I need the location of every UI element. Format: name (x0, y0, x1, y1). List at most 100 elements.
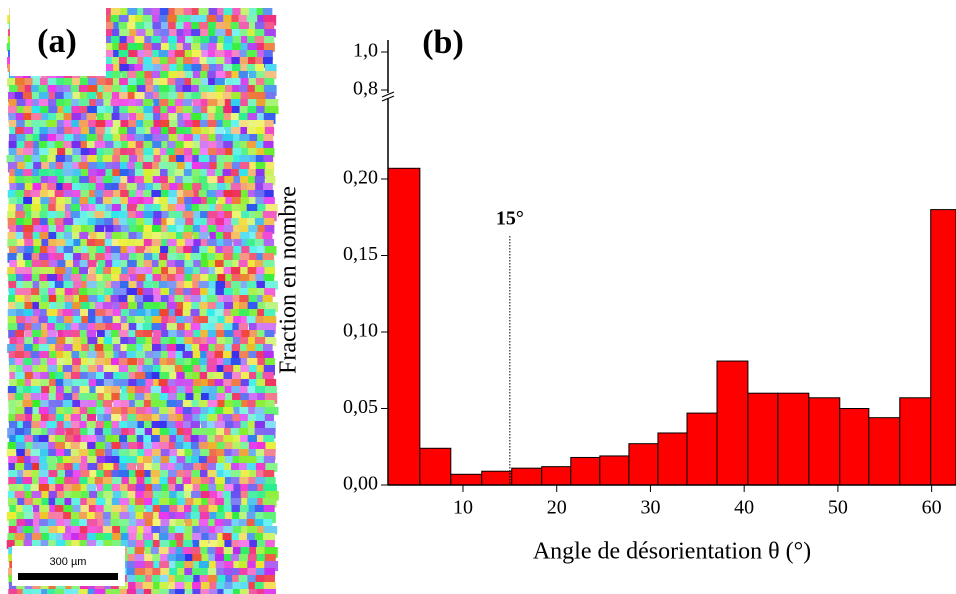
grain (175, 260, 185, 270)
grain (232, 43, 244, 52)
grain (223, 190, 238, 200)
grain (183, 533, 195, 543)
grain (207, 253, 217, 262)
grain (81, 456, 93, 467)
grain (265, 400, 275, 409)
grain (105, 225, 118, 235)
grain (192, 99, 204, 110)
grain (14, 288, 26, 297)
grain (240, 358, 251, 368)
grain (200, 71, 214, 81)
grain (207, 148, 219, 157)
grain (225, 456, 237, 467)
grain (71, 99, 82, 108)
grain (223, 288, 234, 298)
grain (263, 582, 276, 591)
grain (240, 470, 251, 481)
grain (239, 29, 252, 39)
grain (240, 64, 253, 74)
grain (47, 176, 62, 185)
grain (168, 8, 180, 19)
grain (39, 190, 52, 201)
grain (57, 260, 70, 270)
grain (56, 211, 70, 221)
grain (80, 148, 91, 159)
grain (88, 449, 98, 459)
grain (47, 274, 59, 285)
grain (48, 526, 58, 536)
grain (207, 470, 218, 481)
grain (126, 239, 139, 249)
grain (48, 393, 62, 402)
grain (144, 71, 155, 80)
grain (238, 540, 250, 550)
grain (16, 274, 27, 284)
grain (248, 92, 260, 102)
grain (230, 309, 244, 320)
grain (72, 358, 84, 368)
grain (232, 78, 246, 89)
grain (216, 162, 229, 173)
grain (201, 78, 214, 89)
grain (232, 162, 243, 172)
grain (215, 57, 229, 68)
grain (176, 456, 190, 466)
grain (103, 344, 117, 355)
grain (161, 491, 176, 501)
grain (121, 407, 132, 416)
grain (199, 225, 213, 236)
grain (134, 169, 147, 180)
grain (103, 470, 117, 481)
grain (223, 225, 236, 236)
grain (56, 127, 70, 138)
grain (48, 435, 61, 446)
grain (168, 428, 183, 437)
grain (143, 155, 157, 165)
grain (49, 197, 63, 208)
grain (70, 204, 81, 213)
grain (184, 148, 197, 158)
grain (256, 99, 266, 110)
grain (79, 477, 92, 488)
grain (15, 435, 28, 445)
grain (15, 232, 30, 243)
grain (169, 183, 181, 192)
grain (238, 456, 251, 465)
grain (216, 358, 228, 367)
grain (23, 106, 37, 115)
grain (40, 582, 50, 593)
grain (224, 428, 234, 438)
grain (22, 526, 35, 537)
grain (30, 379, 41, 389)
grain (54, 253, 68, 263)
grain (199, 344, 210, 353)
grain (151, 463, 164, 474)
grain (72, 309, 86, 320)
grain (182, 400, 197, 409)
grain (17, 162, 32, 171)
grain (224, 400, 235, 411)
grain (246, 281, 257, 292)
grain (47, 316, 61, 325)
grain (72, 169, 85, 180)
grain (152, 428, 164, 439)
grain (207, 358, 219, 368)
grain (105, 309, 115, 319)
grain (238, 260, 249, 271)
grain (223, 239, 233, 249)
grain (70, 456, 84, 465)
grain (168, 127, 179, 137)
grain (120, 162, 132, 171)
grain (31, 85, 43, 95)
grain (9, 337, 23, 346)
grain (88, 267, 101, 278)
grain (15, 442, 27, 453)
grain (240, 484, 254, 493)
grain (72, 78, 85, 88)
grain (80, 134, 92, 145)
grain (143, 295, 155, 304)
grain (111, 414, 121, 424)
grain (239, 414, 254, 424)
grain (120, 288, 133, 299)
grain (56, 78, 69, 89)
